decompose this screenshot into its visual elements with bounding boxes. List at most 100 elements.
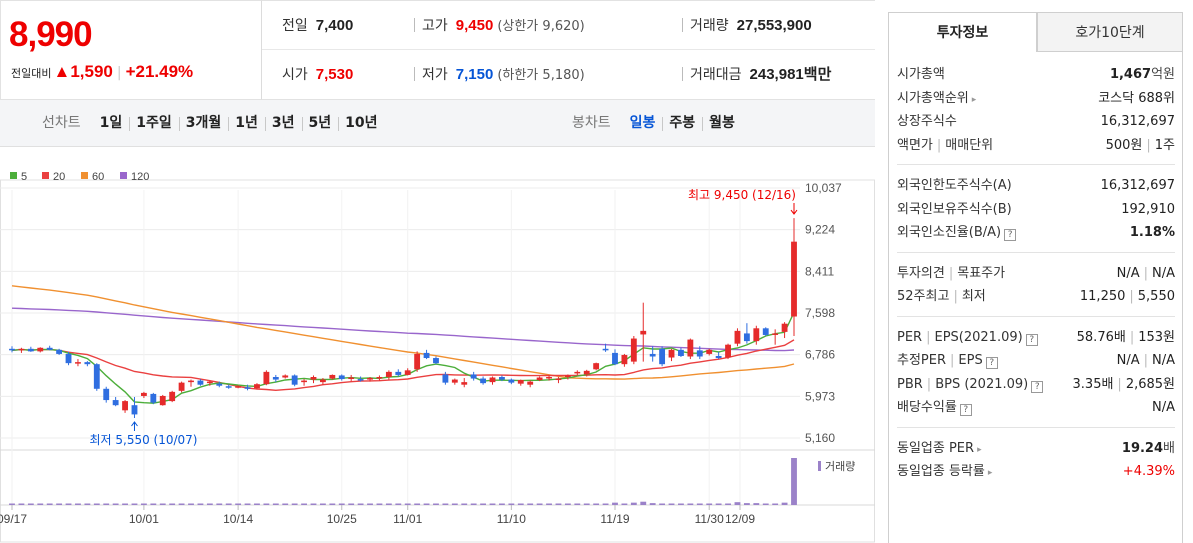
volume-bar: [649, 503, 656, 505]
info-row: 52주최고 | 최저 11,250 | 5,550: [897, 286, 1175, 308]
candle-body: [225, 386, 232, 388]
candle-body: [668, 349, 675, 358]
line-period-4[interactable]: 3년: [265, 115, 302, 131]
legend-swatch: [10, 172, 17, 179]
help-icon[interactable]: ?: [985, 357, 998, 369]
volume-bar: [414, 503, 421, 505]
info-row: 동일업종 등락률 ▸ +4.39%: [897, 461, 1175, 483]
info-label: PER | EPS(2021.09)?: [897, 327, 1038, 349]
up-arrow-icon: ▲: [53, 62, 71, 81]
volume-bar: [517, 503, 524, 505]
x-tick-label: 11/19: [600, 512, 629, 526]
candle-body: [235, 386, 242, 388]
info-label: 동일업종 등락률 ▸: [897, 464, 993, 479]
volume-bar: [489, 503, 496, 505]
help-icon[interactable]: ?: [1025, 333, 1038, 346]
candle-period-1[interactable]: 주봉: [662, 115, 702, 131]
info-row: 시가총액순위 ▸ 코스닥 688위: [897, 88, 1175, 110]
info-row: 시가총액 1,467억원: [897, 64, 1175, 86]
volume-bar: [9, 503, 15, 505]
candle-period-2[interactable]: 월봉: [702, 115, 742, 131]
volume-bar: [159, 503, 166, 505]
ma-5-line: [11, 312, 795, 404]
trade-amount: 거래대금 243,981백만: [681, 50, 831, 99]
candle-body: [696, 350, 703, 357]
legend-label: 60: [92, 171, 104, 183]
candle-period-0[interactable]: 일봉: [629, 115, 656, 131]
volume-bar: [433, 503, 439, 505]
y-tick-label: 5,973: [805, 389, 835, 403]
line-period-2[interactable]: 3개월: [179, 115, 229, 131]
candlestick-chart[interactable]: 10,037 9,224 8,411 7,598 6,786 5,973 5,160 09/1…: [0, 150, 875, 543]
info-label: PBR | BPS (2021.09)?: [897, 374, 1044, 396]
volume-bar: [103, 503, 110, 505]
candle-body: [602, 348, 609, 351]
prev-close: 전일 7,400: [282, 17, 354, 34]
candle-body: [433, 358, 439, 364]
high-arrow-icon: [790, 203, 798, 215]
change-percent: +21.49%: [125, 62, 194, 81]
line-period-3[interactable]: 1년: [228, 115, 265, 131]
volume-bar: [470, 503, 477, 505]
info-value: N/A | N/A: [1116, 265, 1175, 281]
ma-20-line: [11, 339, 795, 392]
candle-body: [37, 347, 44, 352]
help-icon[interactable]: ?: [1004, 229, 1017, 241]
info-value: 500원 | 1주: [1105, 137, 1175, 153]
volume-bar: [546, 503, 552, 505]
info-label: 동일업종 PER ▸: [897, 440, 982, 456]
candle-body: [291, 375, 298, 385]
info-value: 16,312,697: [1100, 178, 1175, 193]
volume-bar: [376, 503, 383, 505]
candle-body: [338, 375, 345, 380]
volume-bar: [404, 503, 411, 505]
volume-bar: [235, 503, 242, 505]
candle-body: [630, 338, 637, 362]
y-tick-label: 10,037: [805, 181, 842, 195]
volume-bar: [508, 503, 515, 505]
volume-bar: [385, 503, 392, 505]
change-label: 전일대비: [11, 67, 52, 80]
candle-body: [140, 392, 147, 396]
info-value: 코스닥 688위: [1098, 90, 1175, 106]
candle-body: [27, 348, 34, 352]
volume-bar: [310, 503, 317, 505]
info-value: +4.39%: [1122, 464, 1175, 479]
volume-bar: [169, 503, 176, 505]
legend-swatch: [81, 172, 88, 179]
volume-bar: [593, 503, 600, 505]
x-tick-label: 11/30: [695, 512, 724, 526]
price-box: 8,990 전일대비 ▲1,590 | +21.49%: [0, 0, 262, 100]
help-icon[interactable]: ?: [959, 404, 972, 416]
help-icon[interactable]: ?: [1031, 380, 1044, 393]
volume-bar: [706, 503, 713, 505]
candle-body: [762, 328, 769, 335]
line-period-0[interactable]: 1일: [99, 115, 123, 131]
candle-body: [348, 377, 355, 380]
info-value: 58.76배 | 153원: [1076, 329, 1175, 345]
volume-bar: [696, 503, 703, 505]
info-label: 외국인보유주식수(B): [897, 201, 1012, 217]
candle-body: [791, 241, 797, 317]
tab-invest-info[interactable]: 투자정보: [888, 12, 1037, 52]
line-period-5[interactable]: 5년: [302, 115, 339, 131]
open-price: 시가 7,530: [282, 66, 354, 83]
candle-chart-periods: 봉차트 일봉 주봉 월봉: [572, 100, 742, 147]
chevron-right-icon: ▸: [971, 94, 977, 105]
line-period-6[interactable]: 10년: [338, 115, 384, 131]
info-value: 192,910: [1121, 201, 1175, 217]
candle-body: [75, 362, 81, 364]
candle-body: [687, 339, 694, 357]
candle-body: [301, 380, 307, 383]
candle-body: [753, 328, 760, 342]
legend-label: 5: [21, 171, 27, 183]
y-tick-label: 7,598: [805, 306, 835, 320]
volume-bar: [46, 503, 53, 505]
tab-orderbook[interactable]: 호가10단계: [1037, 12, 1183, 52]
info-value: N/A | N/A: [1116, 353, 1175, 368]
volume-bar: [574, 503, 581, 505]
info-row: 투자의견 | 목표주가 N/A | N/A: [897, 263, 1175, 285]
volume-bar: [131, 503, 138, 505]
line-period-1[interactable]: 1주일: [129, 115, 179, 131]
info-label: 투자의견 | 목표주가: [897, 265, 1006, 281]
